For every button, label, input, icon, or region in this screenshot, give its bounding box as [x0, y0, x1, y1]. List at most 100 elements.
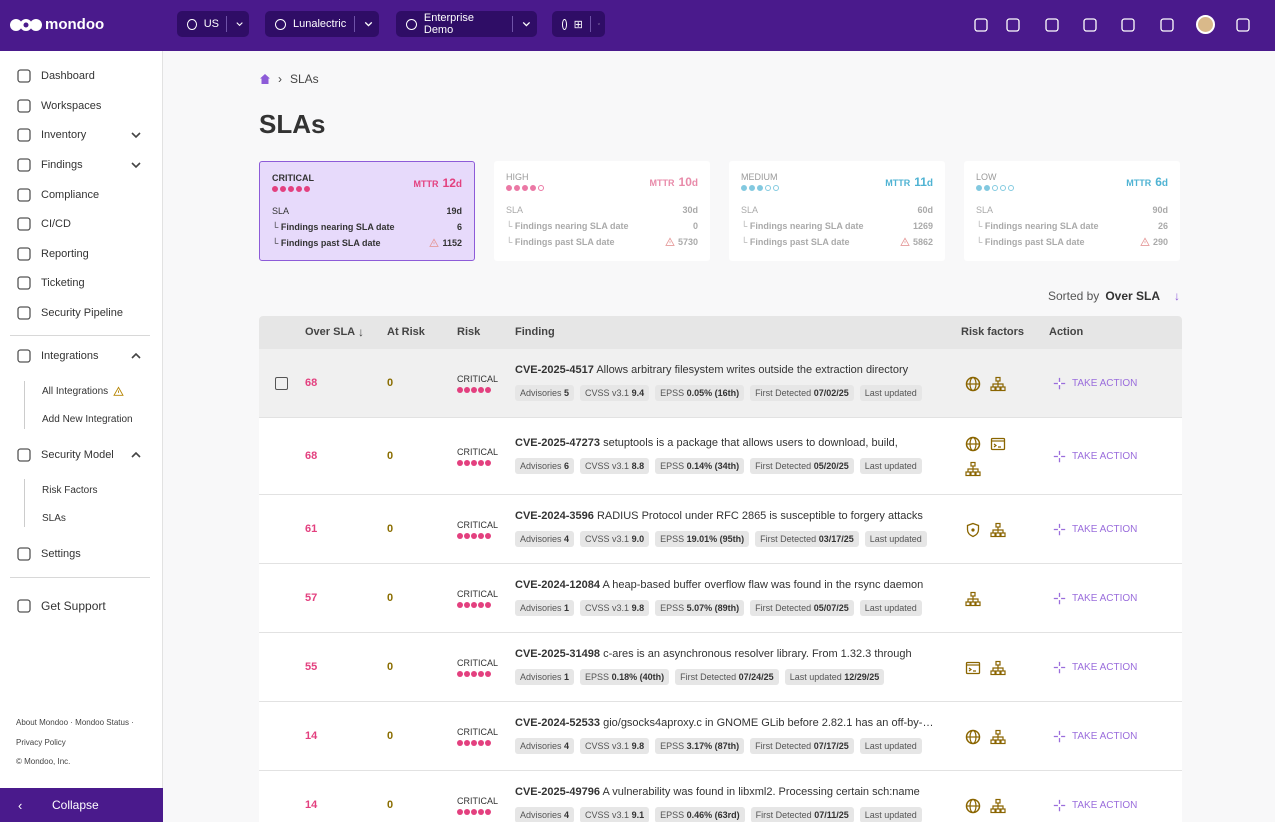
tag-value: 3.17% (87th): [686, 740, 740, 751]
risk-factors: [965, 660, 1019, 676]
take-action[interactable]: TAKE ACTION: [1053, 592, 1137, 605]
toolbar-button[interactable]: [1159, 17, 1175, 33]
toolbar-button[interactable]: [973, 17, 989, 33]
globe-icon: [965, 798, 981, 813]
nav-item[interactable]: Security Model: [16, 447, 144, 463]
sla-card[interactable]: CRITICAL MTTR 12d SLA 19d └ Findings nearing …: [259, 161, 475, 261]
sub-nav-item[interactable]: SLAs: [42, 513, 66, 524]
take-action[interactable]: TAKE ACTION: [1053, 523, 1137, 536]
sla-row-number: 6: [456, 222, 462, 232]
tree-mark: └: [506, 237, 515, 247]
toolbar-button[interactable]: [1235, 17, 1251, 33]
row-checkbox[interactable]: [275, 376, 288, 390]
take-action[interactable]: TAKE ACTION: [1053, 450, 1137, 463]
table-row[interactable]: 14 0 CRITICAL CVE-2025-49796 A vulnerabilit…: [259, 771, 1182, 822]
over-sla: 14: [305, 798, 318, 811]
sub-nav-item[interactable]: All Integrations: [42, 386, 124, 397]
sla-row-text: SLA: [506, 205, 524, 215]
finding-description: c-ares is an asynchronous resolver libra…: [603, 647, 912, 660]
finding-tag: Last updated 12/29/25: [784, 668, 885, 685]
sub-nav-item[interactable]: Add New Integration: [42, 414, 133, 425]
nav-item[interactable]: Workspaces: [16, 98, 144, 114]
tag-value: 6: [564, 460, 570, 471]
take-action[interactable]: TAKE ACTION: [1053, 730, 1137, 743]
toolbar-button[interactable]: [1005, 17, 1021, 33]
sla-card[interactable]: HIGH MTTR 10d SLA 30d └ Findings nearing SLA …: [494, 161, 710, 261]
sub-nav-item[interactable]: Risk Factors: [42, 485, 98, 496]
home-icon[interactable]: [260, 74, 270, 84]
finding-title: CVE-2025-49796 A vulnerability was found…: [515, 786, 939, 798]
sla-row-text: Findings past SLA date: [514, 237, 615, 247]
table-row[interactable]: 61 0 CRITICAL CVE-2024-3596 RADIUS Protocol…: [259, 495, 1182, 564]
risk-dot: [485, 386, 491, 393]
over-sla: 55: [305, 660, 318, 673]
sla-level: HIGH: [506, 172, 529, 182]
footer-link[interactable]: About Mondoo · Mondoo Status ·: [16, 718, 134, 727]
context-selector[interactable]: US: [177, 11, 249, 37]
table-row[interactable]: 68 0 CRITICAL CVE-2025-4517 Allows arbitrar…: [259, 349, 1182, 418]
nav-item[interactable]: Ticketing: [16, 275, 144, 291]
table-row[interactable]: 57 0 CRITICAL CVE-2024-12084 A heap-based b…: [259, 564, 1182, 633]
tag-label: Advisories: [520, 671, 562, 682]
nav-item[interactable]: Inventory: [16, 127, 144, 143]
nav-item[interactable]: Integrations: [16, 348, 144, 364]
footer-link[interactable]: Privacy Policy: [16, 738, 66, 747]
take-action[interactable]: TAKE ACTION: [1053, 661, 1137, 674]
toolbar-button[interactable]: [1082, 17, 1098, 33]
table-row[interactable]: 55 0 CRITICAL CVE-2025-31498 c-ares is an a…: [259, 633, 1182, 702]
context-selector[interactable]: ⊞: [552, 11, 605, 37]
nav-item[interactable]: Security Pipeline: [16, 305, 144, 321]
table-row[interactable]: 68 0 CRITICAL CVE-2025-47273 setuptools is …: [259, 418, 1182, 495]
nav-item[interactable]: Compliance: [16, 187, 144, 203]
take-action[interactable]: TAKE ACTION: [1053, 377, 1137, 390]
toolbar-button[interactable]: [1044, 17, 1060, 33]
finding-tag: Advisories 6: [515, 457, 575, 474]
risk-dot: [485, 670, 491, 677]
risk-dots: [457, 386, 491, 393]
at-risk: 0: [387, 522, 394, 535]
nav-item[interactable]: CI/CD: [16, 216, 144, 232]
mttr-label: MTTR: [649, 178, 675, 188]
sla-row-value: 0: [693, 221, 698, 231]
chevd-icon: [131, 162, 141, 169]
column-header[interactable]: Over SLA: [305, 326, 356, 338]
finding: CVE-2024-12084 A heap-based buffer overf…: [515, 579, 949, 616]
nav-item[interactable]: Settings: [16, 546, 144, 562]
cve-id: CVE-2025-49796: [515, 785, 601, 798]
finding-tag: EPSS 19.01% (95th): [655, 530, 750, 547]
risk-dot: [464, 601, 470, 608]
footer-link: © Mondoo, Inc.: [16, 757, 71, 766]
column-header: Risk: [457, 326, 481, 338]
sla-card[interactable]: LOW MTTR 6d SLA 90d └ Findings nearing SLA da…: [964, 161, 1180, 261]
take-action[interactable]: TAKE ACTION: [1053, 799, 1137, 812]
box-icon: [17, 448, 31, 462]
risk-dots: [457, 808, 491, 815]
risk-level: CRITICAL: [457, 588, 499, 599]
severity-dot: [976, 185, 982, 191]
collapse-button[interactable]: ‹ Collapse: [0, 788, 163, 822]
main: › SLAs SLAs CRITICAL MTTR 12d SLA 19d └ Findings…: [163, 51, 1275, 822]
nav-item[interactable]: Findings: [16, 157, 144, 173]
box-icon: [1121, 18, 1135, 32]
tag-label: EPSS: [660, 602, 685, 613]
globe-icon: [965, 729, 981, 744]
severity-dot: [296, 186, 302, 192]
nav-item[interactable]: Get Support: [16, 598, 144, 614]
sla-row-number: 290: [1152, 237, 1168, 247]
sla-row-text: Findings nearing SLA date: [749, 221, 864, 231]
nav-item[interactable]: Dashboard: [16, 68, 144, 84]
sla-row-value: 5862: [900, 237, 933, 247]
table-row[interactable]: 14 0 CRITICAL CVE-2024-52533 gio/gsocks4apr…: [259, 702, 1182, 771]
sort-control[interactable]: Sorted by Over SLA ↓: [1048, 289, 1180, 303]
sla-level: MEDIUM: [741, 172, 778, 182]
context-selector[interactable]: Enterprise Demo: [396, 11, 537, 37]
sla-card[interactable]: MEDIUM MTTR 11d SLA 60d └ Findings nearing SL…: [729, 161, 945, 261]
toolbar-button[interactable]: [1120, 17, 1136, 33]
context-label: Enterprise Demo: [423, 12, 475, 36]
finding-tag: EPSS 0.18% (40th): [580, 668, 670, 685]
avatar[interactable]: [1196, 15, 1215, 34]
separator: [354, 16, 355, 32]
nav-item[interactable]: Reporting: [16, 246, 144, 262]
context-selector[interactable]: Lunalectric: [265, 11, 379, 37]
take-action-label: TAKE ACTION: [1072, 450, 1138, 462]
